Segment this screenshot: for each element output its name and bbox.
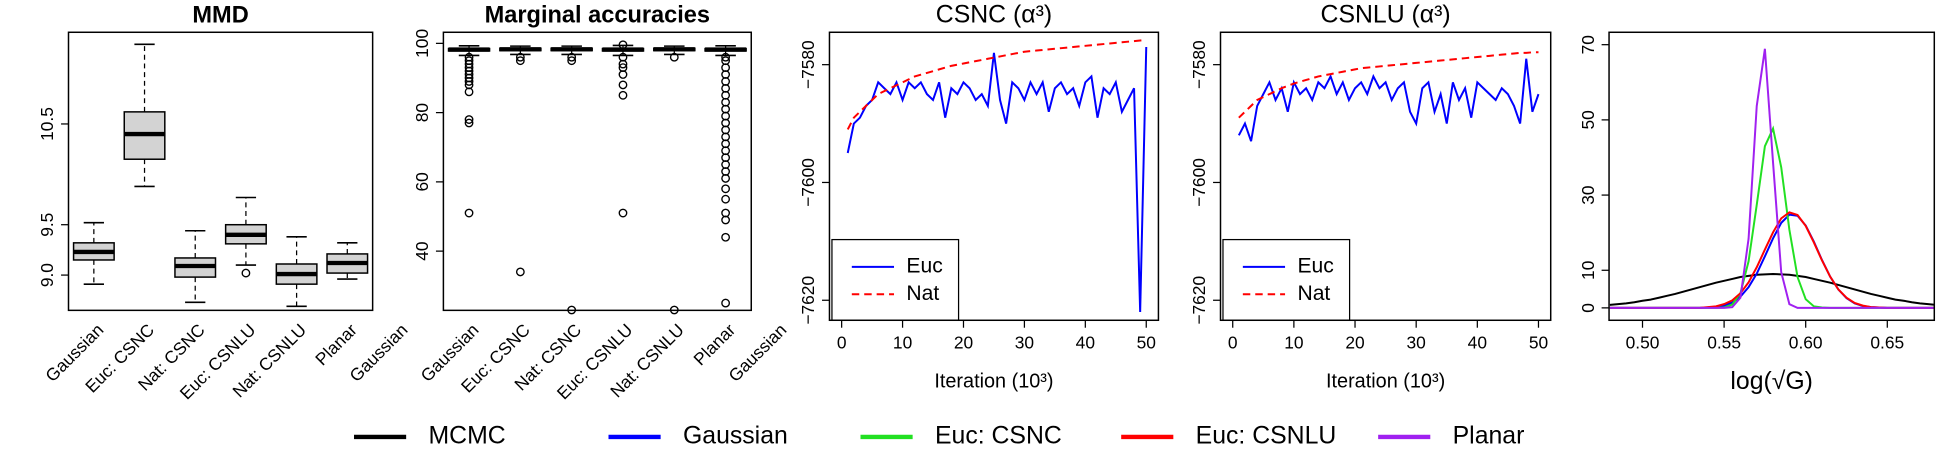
y-tick-label: −7580 [1189, 40, 1209, 89]
legend-box [1222, 238, 1351, 321]
panel: −7580 −7600 −7620 0 10 20 30 40 50 Euc Nat Iteratio… [1189, 2, 1552, 393]
outlier [721, 232, 731, 242]
outlier [464, 87, 474, 97]
legend-label: Planar [1453, 423, 1525, 450]
x-tick-label: 10 [1284, 332, 1303, 352]
x-axis-label: Iteration (10³) [934, 371, 1053, 393]
outlier [721, 184, 731, 194]
outlier [721, 194, 731, 204]
y-tick-label: 60 [412, 172, 432, 191]
plot-frame [442, 31, 753, 312]
x-tick-label: 20 [954, 332, 973, 352]
outlier [721, 215, 731, 225]
x-tick-label: 0 [837, 332, 847, 352]
legend-box [831, 238, 960, 321]
legend-label: Euc [906, 254, 942, 277]
x-tick-label: 0.55 [1707, 332, 1741, 352]
plot-frame [1219, 31, 1552, 322]
series-line [1609, 273, 1935, 306]
x-tick-label: 50 [1137, 332, 1156, 352]
outlier [721, 52, 731, 62]
outlier [567, 52, 577, 62]
legend-label: Gaussian [683, 423, 788, 450]
outlier [515, 267, 525, 277]
outlier [464, 115, 474, 124]
y-tick-label: 0 [1578, 303, 1598, 313]
x-tick-label: 50 [1529, 332, 1548, 352]
outlier [241, 268, 251, 278]
x-axis-label: Iteration (10³) [1326, 371, 1445, 393]
plot-frame [828, 31, 1160, 322]
x-tick-label: 0.65 [1870, 332, 1904, 352]
x-tick-label: 40 [1468, 332, 1487, 352]
outlier [721, 298, 731, 308]
legend-label: Euc: CSNLU [1196, 423, 1337, 450]
y-tick-label: 100 [412, 29, 432, 58]
y-tick-label: 70 [1578, 35, 1598, 54]
legend-label: Nat [906, 282, 939, 305]
x-tick-label: 40 [1076, 332, 1095, 352]
legend-label: MCMC [429, 423, 506, 450]
x-tick-label: Planar [689, 320, 739, 370]
series-line [1609, 213, 1935, 309]
panel: 0 10 30 50 70 0.50 0.55 0.60 0.65 MCMC Gaussian Euc… [354, 31, 1936, 450]
y-tick-label: 9.0 [37, 263, 57, 287]
y-tick-label: −7580 [798, 40, 818, 89]
outlier [567, 56, 577, 66]
y-tick-label: 80 [412, 103, 432, 122]
outlier [618, 59, 628, 69]
outlier [515, 56, 525, 66]
outlier [721, 174, 731, 183]
series-line [1238, 51, 1539, 119]
legend-label: Euc: CSNC [935, 423, 1062, 450]
legend-label: Euc [1297, 254, 1333, 277]
series-line [1609, 211, 1935, 309]
plot-frame [1608, 31, 1936, 322]
series-line [1237, 58, 1540, 142]
y-tick-label: −7620 [1189, 276, 1209, 325]
panel-title: CSNC (α³) [936, 2, 1052, 29]
x-tick-label: 20 [1345, 332, 1364, 352]
x-tick-label: 30 [1407, 332, 1426, 352]
y-tick-label: 9.5 [37, 213, 57, 237]
x-tick-label: 0 [1228, 332, 1238, 352]
outlier [464, 77, 474, 86]
x-axis-label: log(√G) [1730, 368, 1813, 395]
outlier [464, 118, 474, 128]
y-tick-label: 50 [1578, 110, 1598, 129]
panel: −7580 −7600 −7620 0 10 20 30 40 50 Euc Nat Iteratio… [798, 2, 1160, 393]
outlier [669, 52, 679, 62]
x-tick-label: 30 [1015, 332, 1034, 352]
y-tick-label: 30 [1578, 185, 1598, 204]
panel-title: MMD [192, 1, 248, 27]
outlier [618, 90, 628, 100]
y-tick-label: −7600 [1189, 158, 1209, 207]
panel-title: Marginal accuracies [485, 1, 710, 27]
y-tick-label: −7600 [798, 158, 818, 207]
y-tick-label: 10.5 [37, 107, 57, 141]
plot-frame [67, 31, 374, 312]
legend-label: Nat [1297, 282, 1330, 305]
series-line [846, 38, 1147, 130]
outlier [515, 52, 525, 62]
x-tick-label: 10 [893, 332, 912, 352]
y-tick-label: 10 [1578, 261, 1598, 280]
outlier [618, 80, 628, 90]
outlier [618, 40, 628, 50]
panel-title: CSNLU (α³) [1321, 2, 1451, 29]
y-tick-label: 40 [412, 241, 432, 260]
outlier [618, 70, 628, 79]
outlier [464, 208, 474, 218]
series-line [1609, 48, 1935, 309]
x-tick-label: 0.60 [1789, 332, 1823, 352]
outlier [618, 208, 628, 218]
y-tick-label: −7620 [798, 276, 818, 325]
x-tick-label: 0.50 [1626, 332, 1660, 352]
